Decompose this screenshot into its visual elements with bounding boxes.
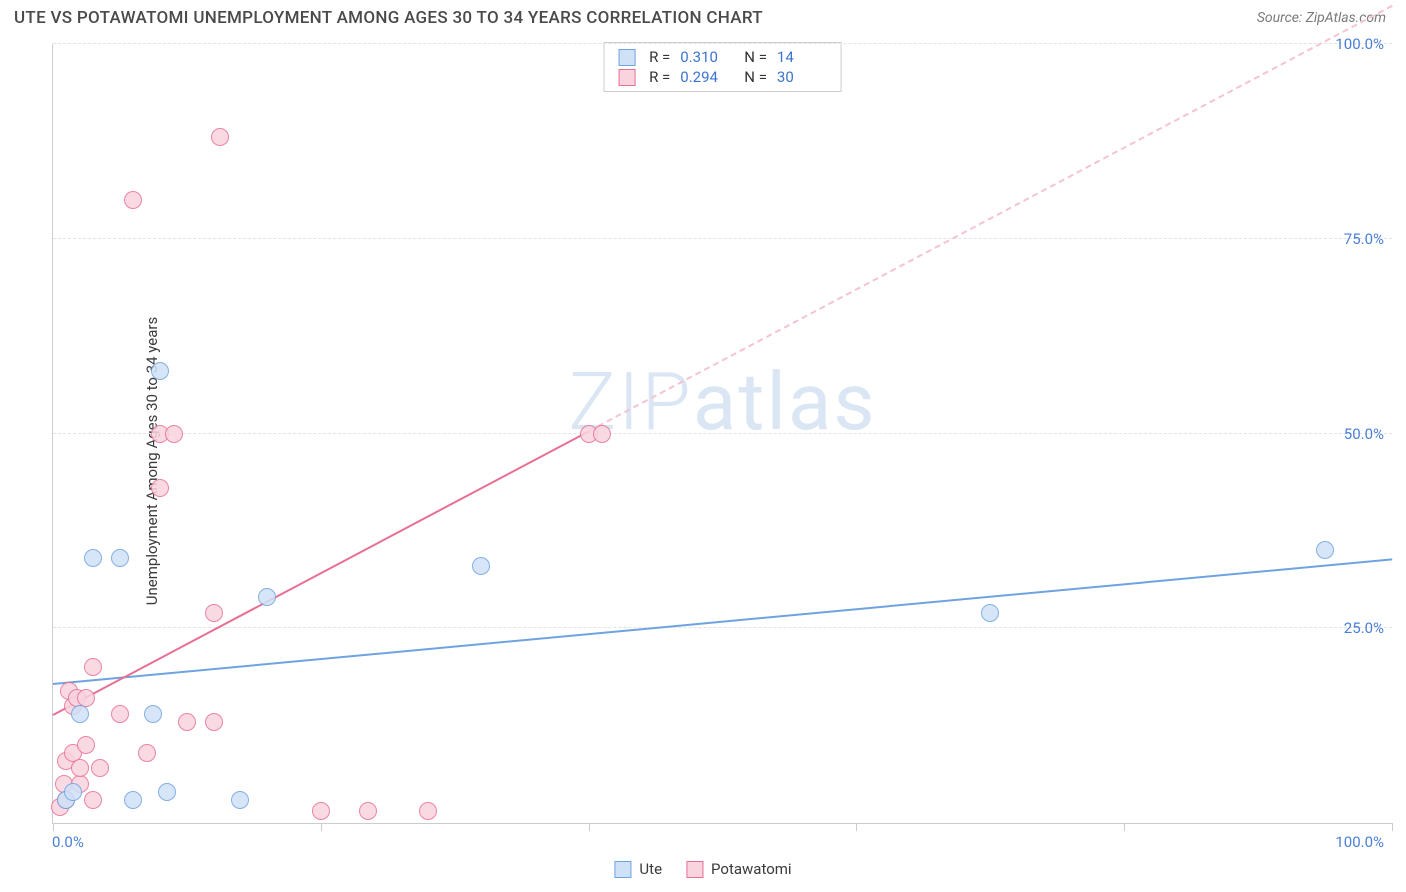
n-label: N = [744, 48, 767, 66]
legend-swatch [618, 69, 635, 86]
data-point [231, 791, 249, 809]
x-tick [1124, 823, 1125, 831]
legend-item: Potawatomi [686, 860, 792, 878]
chart-title: UTE VS POTAWATOMI UNEMPLOYMENT AMONG AGE… [14, 8, 763, 28]
data-point [91, 759, 109, 777]
y-tick-label: 25.0% [1344, 619, 1384, 637]
gridline [53, 433, 1392, 434]
data-point [124, 791, 142, 809]
data-point [359, 802, 377, 820]
r-label: R = [649, 68, 670, 86]
x-tick [321, 823, 322, 831]
stats-legend: R = 0.310 N = 14 R = 0.294 N = 30 [603, 42, 842, 92]
data-point [71, 705, 89, 723]
x-axis-min-label: 0.0% [52, 833, 84, 851]
x-axis-max-label: 100.0% [1335, 833, 1384, 851]
legend-label: Potawatomi [711, 860, 792, 878]
x-tick [1392, 823, 1393, 831]
data-point [144, 705, 162, 723]
gridline [53, 43, 1392, 44]
legend-swatch [686, 861, 703, 878]
data-point [151, 479, 169, 497]
watermark: ZIPatlas [568, 355, 876, 449]
n-value: 30 [777, 68, 827, 86]
data-point [1316, 541, 1334, 559]
r-value: 0.310 [680, 48, 730, 66]
n-label: N = [744, 68, 767, 86]
plot-area: ZIPatlas R = 0.310 N = 14 R = 0.294 N = 30 25.0… [52, 44, 1392, 824]
x-tick [53, 823, 54, 831]
data-point [165, 425, 183, 443]
y-tick-label: 100.0% [1335, 35, 1384, 53]
trend-line [53, 431, 590, 716]
legend-swatch [614, 861, 631, 878]
trend-line [53, 558, 1392, 685]
series-legend: Ute Potawatomi [614, 860, 791, 878]
data-point [84, 791, 102, 809]
data-point [64, 783, 82, 801]
data-point [71, 759, 89, 777]
data-point [138, 744, 156, 762]
data-point [111, 549, 129, 567]
x-tick [856, 823, 857, 831]
legend-item: Ute [614, 860, 662, 878]
chart-container: Unemployment Among Ages 30 to 34 years Z… [14, 44, 1392, 878]
y-tick-label: 75.0% [1344, 230, 1384, 248]
data-point [419, 802, 437, 820]
data-point [84, 549, 102, 567]
x-tick [589, 823, 590, 831]
n-value: 14 [777, 48, 827, 66]
data-point [151, 362, 169, 380]
data-point [312, 802, 330, 820]
r-value: 0.294 [680, 68, 730, 86]
data-point [258, 588, 276, 606]
stats-row: R = 0.310 N = 14 [618, 47, 827, 67]
y-tick-label: 50.0% [1344, 425, 1384, 443]
data-point [981, 604, 999, 622]
data-point [124, 191, 142, 209]
r-label: R = [649, 48, 670, 66]
data-point [205, 713, 223, 731]
gridline [53, 238, 1392, 239]
stats-row: R = 0.294 N = 30 [618, 67, 827, 87]
data-point [211, 128, 229, 146]
data-point [178, 713, 196, 731]
legend-swatch [618, 49, 635, 66]
data-point [111, 705, 129, 723]
data-point [84, 658, 102, 676]
data-point [472, 557, 490, 575]
gridline [53, 627, 1392, 628]
legend-label: Ute [639, 860, 662, 878]
data-point [77, 736, 95, 754]
data-point [593, 425, 611, 443]
data-point [158, 783, 176, 801]
data-point [205, 604, 223, 622]
